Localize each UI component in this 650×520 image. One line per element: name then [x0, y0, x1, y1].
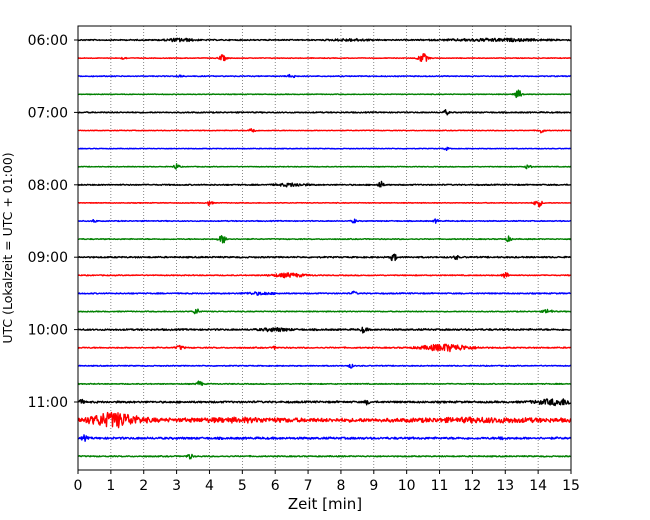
- x-tick-label: 4: [205, 478, 214, 494]
- x-tick-label: 6: [271, 478, 280, 494]
- trace-0615: [77, 53, 572, 63]
- x-axis-ticks: 0 1 2 3 4 5 6 7 8 9 10 11 12 13 14 15: [74, 470, 580, 494]
- seismogram-traces: [77, 37, 572, 460]
- y-tick-label: 10:00: [28, 323, 68, 339]
- trace-0715: [77, 127, 572, 134]
- vertical-gridlines: [110, 26, 539, 470]
- y-tick-label: 09:00: [28, 250, 68, 266]
- x-tick-label: 13: [496, 478, 514, 494]
- x-tick-label: 15: [562, 478, 580, 494]
- x-tick-label: 3: [172, 478, 181, 494]
- x-tick-label: 0: [74, 478, 83, 494]
- trace-0630: [77, 73, 572, 79]
- trace-0800: [77, 180, 572, 188]
- y-axis-label: UTC (Lokalzeit = UTC + 01:00): [0, 152, 15, 343]
- trace-1015: [77, 343, 572, 353]
- trace-0730: [77, 146, 572, 152]
- y-tick-label: 11:00: [28, 395, 68, 411]
- x-axis-label: Zeit [min]: [288, 495, 362, 513]
- y-tick-label: 07:00: [28, 105, 68, 121]
- x-tick-label: 11: [431, 478, 449, 494]
- trace-0830: [77, 218, 572, 224]
- trace-0930: [77, 290, 572, 296]
- trace-0915: [77, 271, 572, 279]
- x-tick-label: 7: [304, 478, 313, 494]
- trace-0645: [77, 89, 572, 99]
- trace-1100: [77, 398, 572, 407]
- x-tick-label: 2: [139, 478, 148, 494]
- trace-1130: [77, 434, 572, 442]
- trace-0900: [77, 253, 572, 262]
- trace-1145: [77, 453, 572, 460]
- trace-1000: [77, 326, 572, 334]
- x-tick-label: 8: [336, 478, 345, 494]
- trace-0945: [77, 308, 572, 315]
- x-tick-label: 12: [463, 478, 481, 494]
- trace-0815: [77, 200, 572, 208]
- trace-1030: [77, 363, 572, 369]
- trace-1045: [77, 380, 572, 386]
- trace-1115: [77, 411, 572, 429]
- x-tick-label: 5: [238, 478, 247, 494]
- plot-frame: [77, 25, 572, 471]
- y-tick-label: 06:00: [28, 33, 68, 49]
- x-tick-label: 14: [529, 478, 547, 494]
- trace-0845: [77, 235, 572, 244]
- y-axis-ticks: 06:00 07:00 08:00 09:00 10:00 11:00: [28, 33, 78, 411]
- trace-0745: [77, 163, 572, 170]
- trace-0700: [77, 109, 572, 116]
- x-tick-label: 1: [106, 478, 115, 494]
- y-tick-label: 08:00: [28, 178, 68, 194]
- x-tick-label: 10: [398, 478, 416, 494]
- trace-0600: [77, 37, 572, 43]
- x-tick-label: 9: [369, 478, 378, 494]
